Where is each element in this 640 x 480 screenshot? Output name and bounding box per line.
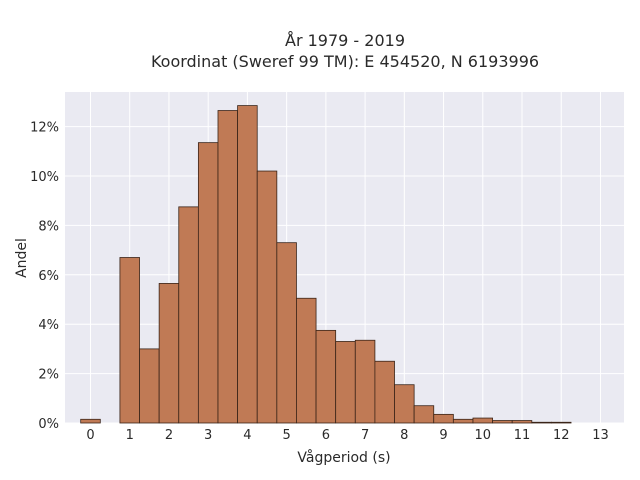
histogram-bar-12 [335, 341, 356, 424]
histogram-bar-11 [315, 329, 337, 424]
histogram-bar-22 [531, 421, 552, 424]
histogram-bar-19 [472, 417, 493, 424]
histogram-bar-3 [158, 283, 180, 424]
x-tick-label: 11 [514, 428, 531, 443]
y-tick-label: 12% [30, 121, 59, 136]
histogram-bar-13 [354, 339, 376, 424]
bars [80, 105, 572, 424]
x-tick-label: 1 [126, 428, 134, 443]
y-tick-label: 10% [30, 170, 59, 185]
y-tick-label: 2% [38, 368, 59, 383]
histogram-bar-21 [511, 420, 533, 424]
y-tick-label: 8% [38, 219, 59, 234]
histogram-bar-7 [237, 105, 258, 424]
chart-title-line1: År 1979 - 2019 [285, 31, 405, 50]
y-axis-label: Andel [14, 238, 30, 278]
histogram-bar-4 [178, 206, 199, 424]
histogram-bar-16 [413, 405, 435, 424]
histogram-bar-0 [80, 418, 101, 424]
y-tick-label: 6% [38, 269, 59, 284]
histogram-bar-18 [452, 418, 474, 424]
x-tick-labels: 0 1 2 3 4 5 6 7 8 9 10 11 12 13 [86, 428, 608, 443]
histogram-bar-15 [394, 384, 415, 424]
x-tick-label: 5 [282, 428, 290, 443]
y-tick-label: 0% [38, 417, 59, 432]
x-tick-label: 8 [400, 428, 408, 443]
histogram-bar-23 [551, 421, 572, 424]
x-tick-label: 4 [243, 428, 251, 443]
histogram-bar-6 [217, 110, 239, 424]
x-axis-label: Vågperiod (s) [297, 449, 390, 466]
x-tick-label: 6 [322, 428, 330, 443]
x-tick-label: 3 [204, 428, 212, 443]
histogram-bar-5 [197, 142, 219, 424]
x-tick-label: 0 [86, 428, 94, 443]
y-tick-labels: 0% 2% 4% 6% 8% 10% 12% [30, 121, 59, 432]
x-tick-label: 2 [165, 428, 173, 443]
histogram-bar-10 [296, 297, 317, 424]
x-tick-label: 12 [553, 428, 570, 443]
histogram-bar-17 [433, 413, 454, 424]
y-tick-label: 4% [38, 318, 59, 333]
histogram-bar-1 [119, 257, 140, 424]
histogram-bar-2 [139, 348, 160, 424]
x-tick-label: 7 [361, 428, 369, 443]
histogram-bar-9 [276, 242, 297, 424]
x-tick-label: 9 [439, 428, 447, 443]
chart-title-line2: Koordinat (Sweref 99 TM): E 454520, N 61… [151, 52, 539, 71]
histogram-bar-8 [256, 170, 278, 424]
x-tick-label: 13 [592, 428, 609, 443]
histogram-bar-20 [492, 420, 513, 424]
histogram-bar-14 [374, 360, 395, 424]
x-tick-label: 10 [475, 428, 492, 443]
